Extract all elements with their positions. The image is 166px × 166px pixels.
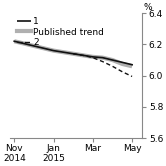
1 — [33, 45, 35, 47]
Published trend — [82, 54, 84, 56]
1 — [102, 57, 104, 59]
Published trend — [102, 57, 104, 59]
2 — [131, 76, 133, 78]
Published trend — [43, 47, 45, 49]
Published trend — [13, 40, 15, 42]
1 — [52, 50, 54, 52]
Line: 2: 2 — [73, 54, 132, 77]
1 — [121, 63, 123, 65]
Published trend — [33, 45, 35, 47]
1 — [72, 53, 74, 55]
2 — [121, 71, 123, 73]
1 — [131, 65, 133, 67]
Line: Published trend: Published trend — [14, 41, 132, 65]
Line: 1: 1 — [14, 41, 132, 66]
1 — [111, 59, 113, 61]
Published trend — [52, 50, 54, 52]
Published trend — [121, 61, 123, 63]
Published trend — [23, 43, 25, 45]
1 — [23, 43, 25, 45]
2 — [72, 53, 74, 55]
1 — [92, 56, 94, 58]
Text: %: % — [144, 3, 152, 12]
Published trend — [62, 51, 64, 53]
2 — [92, 57, 94, 59]
Published trend — [72, 53, 74, 55]
Published trend — [131, 64, 133, 66]
Published trend — [92, 56, 94, 58]
2 — [102, 61, 104, 63]
1 — [43, 47, 45, 49]
2 — [111, 65, 113, 67]
Published trend — [111, 59, 113, 61]
1 — [62, 51, 64, 53]
1 — [82, 54, 84, 56]
1 — [13, 40, 15, 42]
2 — [82, 54, 84, 56]
Legend: 1, Published trend, 2: 1, Published trend, 2 — [16, 16, 105, 48]
